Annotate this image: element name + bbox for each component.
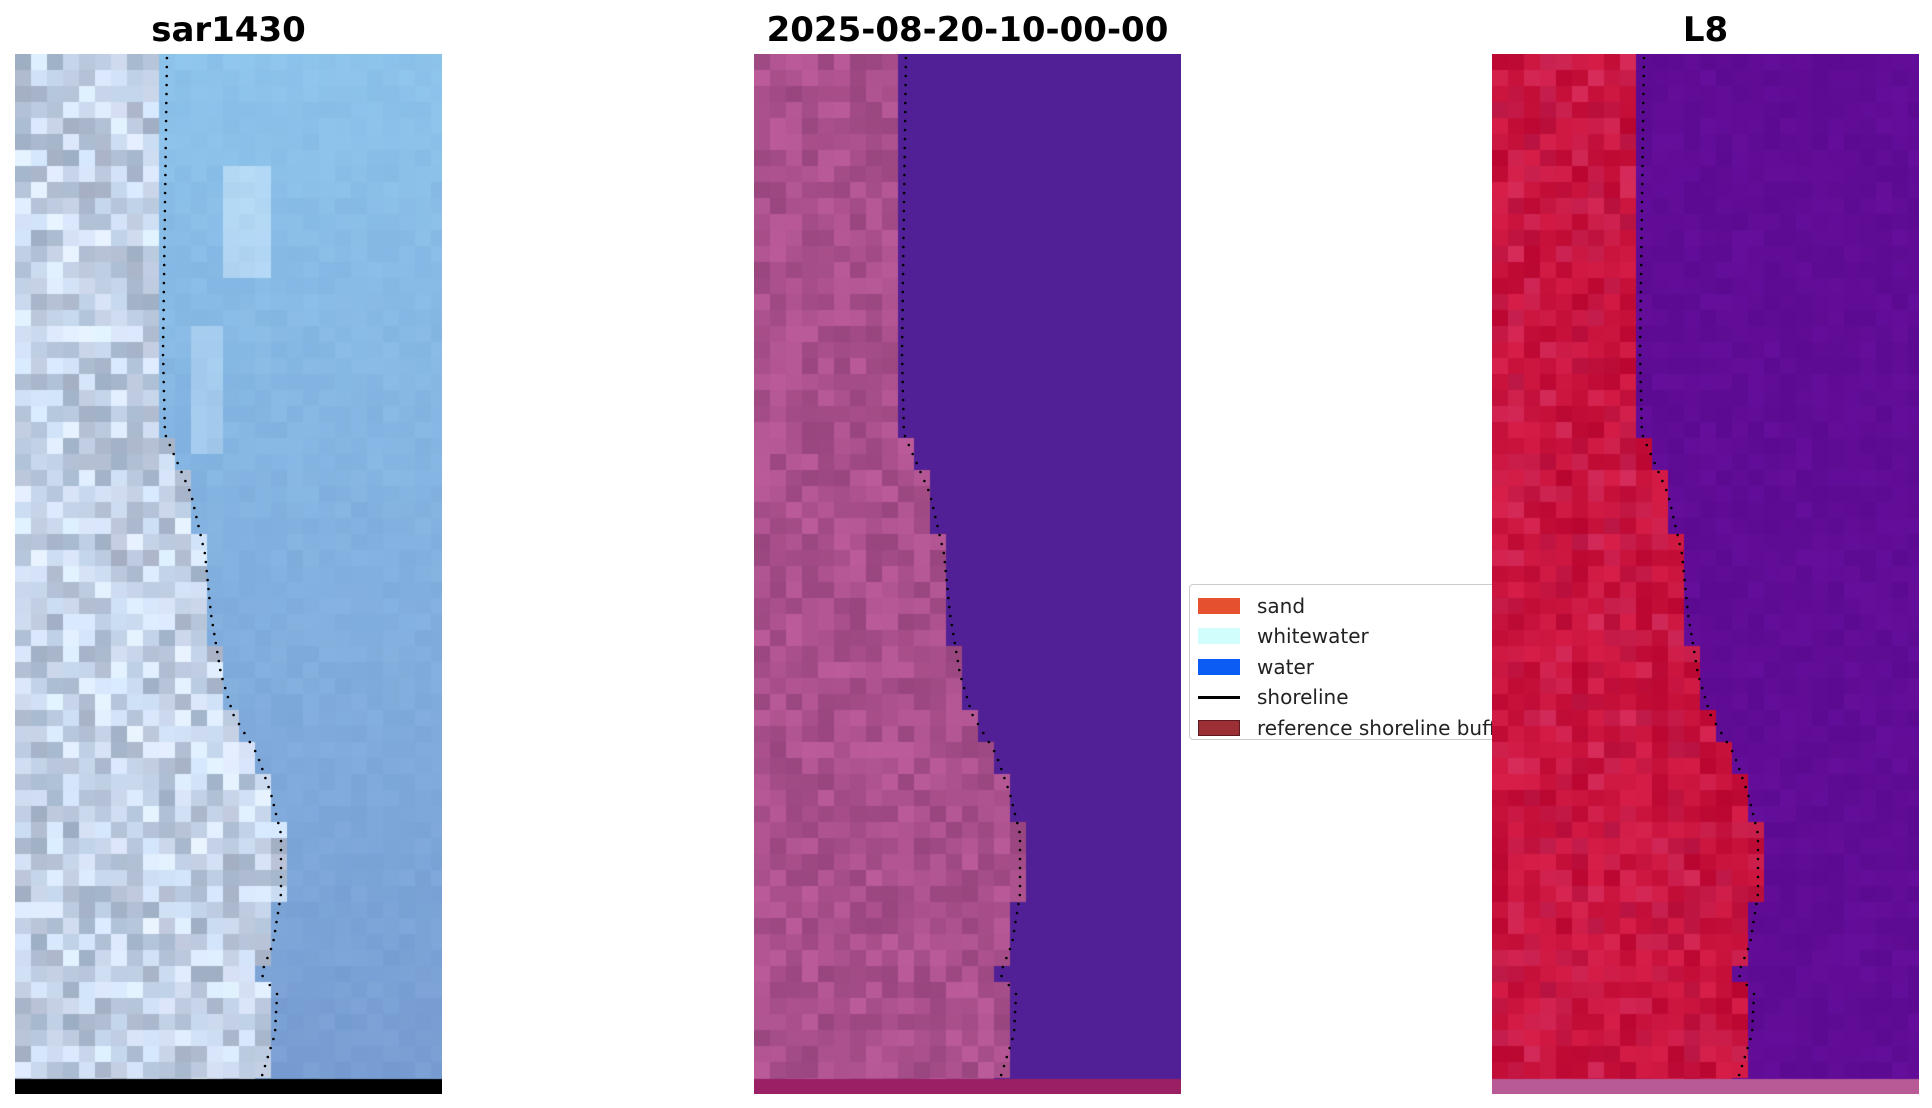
sar-image-panel xyxy=(15,54,442,1094)
panel-title-l8: L8 xyxy=(1682,10,1729,50)
l8-image-panel xyxy=(1492,54,1919,1094)
reference-buffer-swatch xyxy=(1198,720,1240,736)
panel-title-sar: sar1430 xyxy=(151,10,306,50)
legend-item-whitewater: whitewater xyxy=(1198,621,1369,651)
legend-label: water xyxy=(1257,655,1314,679)
legend: sand whitewater water shoreline referenc… xyxy=(1189,584,1529,740)
legend-label: sand xyxy=(1257,594,1306,618)
whitewater-swatch xyxy=(1198,628,1240,644)
classified-image-panel xyxy=(754,54,1181,1094)
legend-label: reference shoreline buffer xyxy=(1257,716,1517,740)
legend-item-water: water xyxy=(1198,652,1314,682)
legend-item-shoreline: shoreline xyxy=(1198,682,1349,712)
shoreline-line-sample xyxy=(1198,695,1240,699)
legend-label: whitewater xyxy=(1257,624,1369,648)
sand-swatch xyxy=(1198,598,1240,614)
legend-label: shoreline xyxy=(1257,685,1349,709)
legend-item-sand: sand xyxy=(1198,591,1305,621)
water-swatch xyxy=(1198,659,1240,675)
classified-image xyxy=(754,54,1181,1094)
panel-title-classified: 2025-08-20-10-00-00 xyxy=(766,10,1169,50)
sar-image xyxy=(15,54,442,1094)
l8-image xyxy=(1492,54,1919,1094)
legend-item-reference-shoreline-buffer: reference shoreline buffer xyxy=(1198,713,1516,743)
